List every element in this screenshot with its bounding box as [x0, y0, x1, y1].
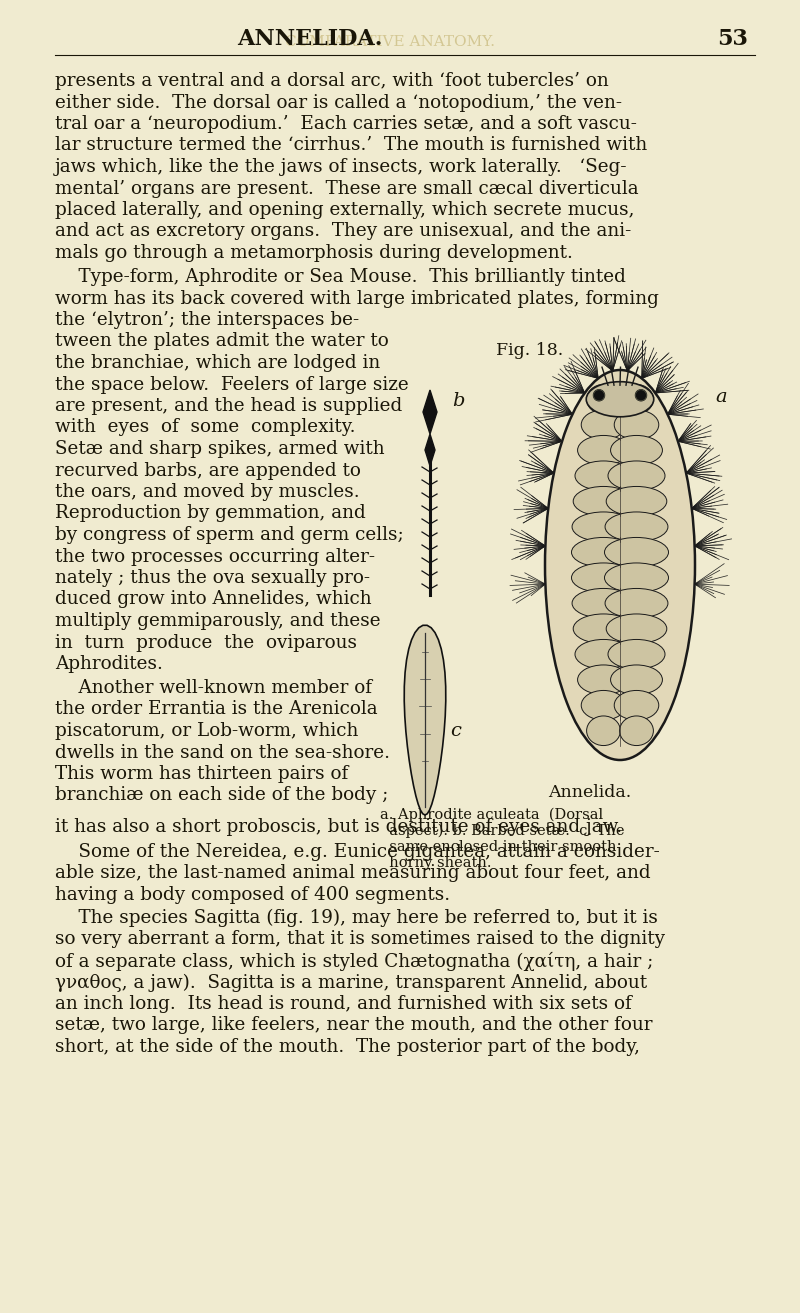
Text: in  turn  produce  the  oviparous: in turn produce the oviparous [55, 633, 357, 651]
Ellipse shape [614, 691, 658, 720]
Text: short, at the side of the mouth.  The posterior part of the body,: short, at the side of the mouth. The pos… [55, 1039, 640, 1056]
Text: the branchiae, which are lodged in: the branchiae, which are lodged in [55, 355, 380, 372]
Text: the ‘elytron’; the interspaces be-: the ‘elytron’; the interspaces be- [55, 311, 359, 330]
Text: placed laterally, and opening externally, which secrete mucus,: placed laterally, and opening externally… [55, 201, 634, 219]
Text: recurved barbs, are appended to: recurved barbs, are appended to [55, 461, 361, 479]
Text: b: b [452, 393, 465, 410]
Ellipse shape [578, 436, 630, 465]
Text: either side.  The dorsal oar is called a ‘notopodium,’ the ven-: either side. The dorsal oar is called a … [55, 93, 622, 112]
Polygon shape [404, 625, 446, 815]
Text: a: a [715, 389, 726, 406]
Ellipse shape [586, 382, 654, 416]
Ellipse shape [572, 512, 635, 541]
Text: presents a ventral and a dorsal arc, with ‘foot tubercles’ on: presents a ventral and a dorsal arc, wit… [55, 72, 609, 91]
Ellipse shape [573, 614, 634, 643]
Text: Some of the Nereidea, e.g. Eunice gigantea, attain a consider-: Some of the Nereidea, e.g. Eunice gigant… [55, 843, 660, 861]
Ellipse shape [582, 691, 626, 720]
Polygon shape [423, 390, 437, 435]
Text: are present, and the head is supplied: are present, and the head is supplied [55, 397, 402, 415]
Text: The species Sagitta (fig. 19), may here be referred to, but it is: The species Sagitta (fig. 19), may here … [55, 909, 658, 927]
Ellipse shape [575, 461, 632, 491]
Text: Aphrodites.: Aphrodites. [55, 655, 163, 674]
Ellipse shape [605, 563, 669, 592]
Text: Annelida.: Annelida. [548, 784, 632, 801]
Ellipse shape [620, 385, 654, 414]
Text: multiply gemmiparously, and these: multiply gemmiparously, and these [55, 612, 381, 630]
Text: and act as excretory organs.  They are unisexual, and the ani-: and act as excretory organs. They are un… [55, 222, 631, 240]
Text: able size, the last-named animal measuring about four feet, and: able size, the last-named animal measuri… [55, 864, 650, 882]
Text: This worm has thirteen pairs of: This worm has thirteen pairs of [55, 765, 348, 783]
Ellipse shape [610, 436, 662, 465]
Text: Setæ and sharp spikes, armed with: Setæ and sharp spikes, armed with [55, 440, 385, 458]
Ellipse shape [610, 664, 662, 695]
Text: worm has its back covered with large imbricated plates, forming: worm has its back covered with large imb… [55, 289, 659, 307]
Circle shape [594, 390, 605, 400]
Text: Another well-known member of: Another well-known member of [55, 679, 372, 697]
Text: jaws which, like the the jaws of insects, work laterally.   ‘Seg-: jaws which, like the the jaws of insects… [55, 158, 627, 176]
Ellipse shape [586, 716, 620, 746]
Polygon shape [425, 435, 435, 466]
Ellipse shape [572, 588, 635, 618]
Text: having a body composed of 400 segments.: having a body composed of 400 segments. [55, 886, 450, 903]
Ellipse shape [578, 664, 630, 695]
Text: 53: 53 [717, 28, 748, 50]
Text: nately ; thus the ova sexually pro-: nately ; thus the ova sexually pro- [55, 569, 370, 587]
Ellipse shape [606, 486, 667, 516]
Ellipse shape [586, 385, 620, 414]
Text: horny sheath.: horny sheath. [380, 856, 491, 871]
Ellipse shape [582, 410, 626, 440]
Text: of a separate class, which is styled Chætognatha (χαίτη, a hair ;: of a separate class, which is styled Chæ… [55, 952, 654, 972]
Text: ANNELIDA.: ANNELIDA. [238, 28, 382, 50]
Text: the order Errantia is the Arenicola: the order Errantia is the Arenicola [55, 701, 378, 718]
Text: tween the plates admit the water to: tween the plates admit the water to [55, 332, 389, 351]
Circle shape [635, 390, 646, 400]
Text: Type-form, Aphrodite or Sea Mouse.  This brilliantly tinted: Type-form, Aphrodite or Sea Mouse. This … [55, 268, 626, 286]
Text: piscatorum, or Lob-worm, which: piscatorum, or Lob-worm, which [55, 722, 358, 741]
Text: it has also a short proboscis, but is destitute of eyes and jaw.: it has also a short proboscis, but is de… [55, 818, 622, 836]
Text: γναθος, a jaw).  Sagitta is a marine, transparent Annelid, about: γναθος, a jaw). Sagitta is a marine, tra… [55, 973, 647, 991]
Text: tral oar a ‘neuropodium.’  Each carries setæ, and a soft vascu-: tral oar a ‘neuropodium.’ Each carries s… [55, 116, 637, 133]
Ellipse shape [605, 588, 668, 618]
Ellipse shape [571, 537, 635, 567]
Ellipse shape [605, 512, 668, 541]
Text: mals go through a metamorphosis during development.: mals go through a metamorphosis during d… [55, 244, 573, 263]
Text: same enclosed in their smooth: same enclosed in their smooth [380, 840, 617, 853]
Text: the oars, and moved by muscles.: the oars, and moved by muscles. [55, 483, 360, 502]
Text: Reproduction by gemmation, and: Reproduction by gemmation, and [55, 504, 366, 523]
Ellipse shape [545, 370, 695, 760]
Text: aspect). b. Barbed setæ.  c. The: aspect). b. Barbed setæ. c. The [380, 825, 625, 839]
Ellipse shape [571, 563, 635, 592]
Text: lar structure termed the ‘cirrhus.’  The mouth is furnished with: lar structure termed the ‘cirrhus.’ The … [55, 137, 647, 155]
Ellipse shape [620, 716, 654, 746]
Text: COMPARATIVE ANATOMY.: COMPARATIVE ANATOMY. [285, 35, 495, 49]
Text: a. Aphrodite aculeata  (Dorsal: a. Aphrodite aculeata (Dorsal [380, 807, 603, 822]
Ellipse shape [608, 461, 665, 491]
Ellipse shape [575, 639, 632, 670]
Ellipse shape [606, 614, 667, 643]
Ellipse shape [608, 639, 665, 670]
Text: the space below.  Feelers of large size: the space below. Feelers of large size [55, 376, 409, 394]
Text: c: c [450, 722, 461, 741]
Text: branchiæ on each side of the body ;: branchiæ on each side of the body ; [55, 786, 388, 805]
Text: mental’ organs are present.  These are small cæcal diverticula: mental’ organs are present. These are sm… [55, 180, 638, 197]
Ellipse shape [605, 537, 669, 567]
Text: dwells in the sand on the sea-shore.: dwells in the sand on the sea-shore. [55, 743, 390, 762]
Text: setæ, two large, like feelers, near the mouth, and the other four: setæ, two large, like feelers, near the … [55, 1016, 653, 1035]
Text: the two processes occurring alter-: the two processes occurring alter- [55, 548, 375, 566]
Text: an inch long.  Its head is round, and furnished with six sets of: an inch long. Its head is round, and fur… [55, 995, 632, 1014]
Text: so very aberrant a form, that it is sometimes raised to the dignity: so very aberrant a form, that it is some… [55, 931, 665, 948]
Text: by congress of sperm and germ cells;: by congress of sperm and germ cells; [55, 527, 404, 544]
Text: duced grow into Annelides, which: duced grow into Annelides, which [55, 591, 372, 608]
Ellipse shape [573, 486, 634, 516]
Ellipse shape [614, 410, 658, 440]
Text: with  eyes  of  some  complexity.: with eyes of some complexity. [55, 419, 355, 436]
Text: Fig. 18.: Fig. 18. [496, 341, 564, 358]
